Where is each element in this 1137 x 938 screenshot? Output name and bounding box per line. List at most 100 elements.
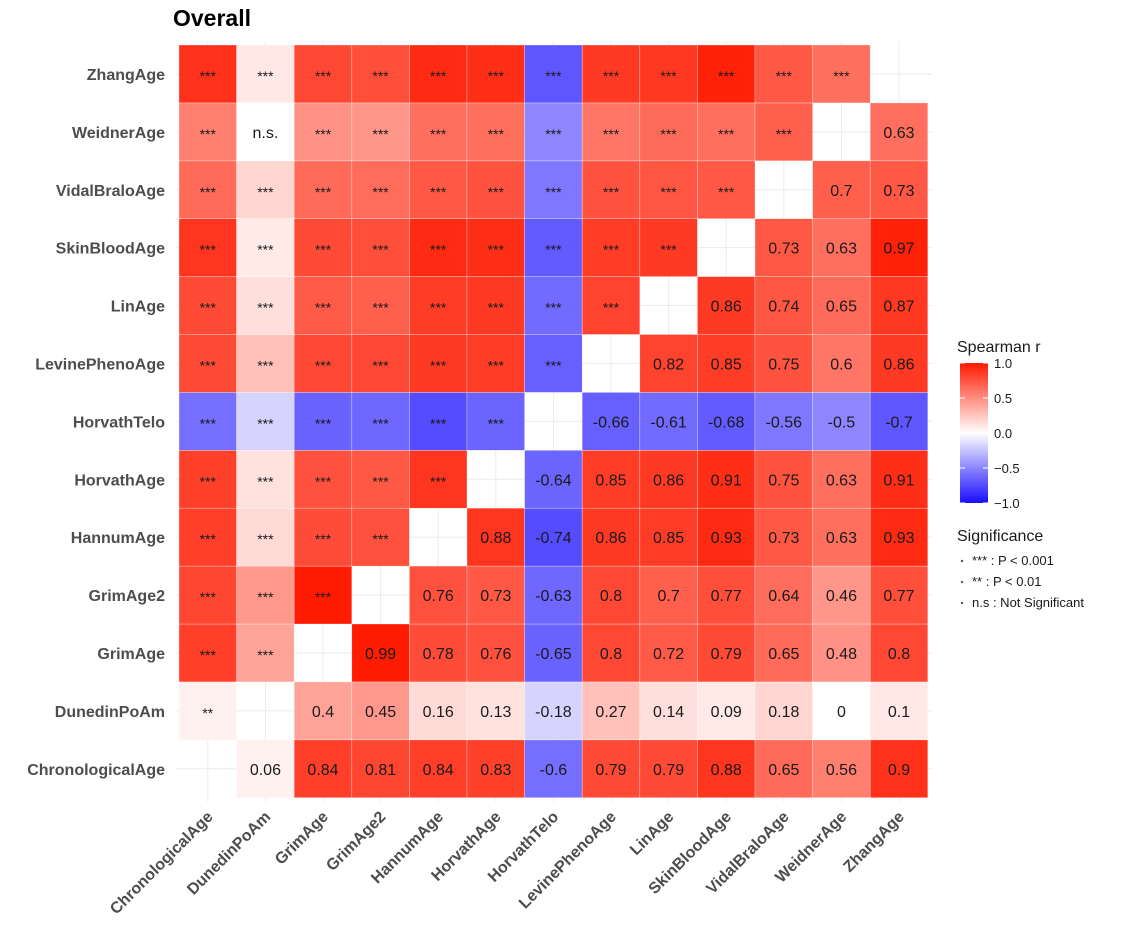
cell-HannumAge-DunedinPoAm bbox=[236, 507, 295, 567]
cell-HannumAge-DunedinPoAm-label: *** bbox=[257, 531, 274, 547]
cell-VidalBraloAge-HannumAge-label: *** bbox=[430, 184, 447, 200]
cell-HorvathTelo-HannumAge-label: *** bbox=[430, 415, 447, 431]
cell-LevinePhenoAge-DunedinPoAm bbox=[236, 334, 295, 393]
cell-HorvathAge-VidalBraloAge bbox=[754, 449, 813, 509]
cell-VidalBraloAge-ZhangAge bbox=[869, 160, 929, 220]
cell-WeidnerAge-DunedinPoAm-label: n.s. bbox=[253, 125, 279, 142]
cell-DunedinPoAm-VidalBraloAge bbox=[754, 681, 813, 741]
cell-SkinBloodAge-LinAge bbox=[639, 218, 698, 277]
cell-ZhangAge-LinAge-label: *** bbox=[660, 68, 677, 84]
cell-GrimAge-SkinBloodAge bbox=[697, 623, 756, 683]
cell-HannumAge-HorvathTelo-label: -0.74 bbox=[535, 530, 572, 547]
cell-ChronologicalAge-HorvathTelo bbox=[524, 739, 583, 798]
cell-ChronologicalAge-LevinePhenoAge-label: 0.79 bbox=[595, 762, 626, 779]
heatmap-cells: 0.06 0.84 0.81 0.84 0.83 -0.6 0.79 0.79 0.88 0.65… bbox=[178, 44, 929, 798]
cell-HannumAge-LevinePhenoAge-label: 0.86 bbox=[595, 530, 626, 547]
cell-ChronologicalAge-SkinBloodAge bbox=[697, 739, 756, 798]
cell-GrimAge-HorvathTelo-label: -0.65 bbox=[535, 646, 572, 663]
cell-HannumAge-WeidnerAge-label: 0.63 bbox=[826, 530, 857, 547]
cell-LinAge-GrimAge2-label: *** bbox=[372, 300, 389, 316]
cell-LinAge-ChronologicalAge bbox=[178, 276, 237, 335]
cell-ZhangAge-SkinBloodAge bbox=[697, 44, 756, 104]
significance-legend-entries: *** : P < 0.001 ** : P < 0.01 n.s : Not Si… bbox=[960, 553, 1084, 610]
cell-LevinePhenoAge-ZhangAge bbox=[869, 334, 929, 393]
cell-GrimAge-LevinePhenoAge bbox=[581, 623, 641, 683]
cell-LevinePhenoAge-LinAge-label: 0.82 bbox=[653, 356, 684, 373]
cell-SkinBloodAge-VidalBraloAge-label: 0.73 bbox=[768, 241, 799, 258]
cell-DunedinPoAm-GrimAge2-label: 0.45 bbox=[365, 704, 396, 721]
cell-HorvathTelo-GrimAge-label: *** bbox=[315, 415, 332, 431]
cell-GrimAge-HannumAge bbox=[409, 623, 468, 683]
cell-GrimAge2-LinAge bbox=[639, 565, 698, 625]
cell-VidalBraloAge-GrimAge2 bbox=[351, 160, 410, 220]
cell-GrimAge-DunedinPoAm bbox=[236, 623, 295, 683]
cell-GrimAge2-HorvathAge-label: 0.73 bbox=[480, 588, 511, 605]
cell-LinAge-HannumAge-label: *** bbox=[430, 300, 447, 316]
x-label-LinAge: LinAge bbox=[627, 808, 677, 858]
cell-HorvathTelo-SkinBloodAge-label: -0.68 bbox=[708, 414, 745, 431]
cell-GrimAge-HorvathAge-label: 0.76 bbox=[480, 646, 511, 663]
cell-GrimAge2-DunedinPoAm-label: *** bbox=[257, 589, 274, 605]
cell-LinAge-HorvathTelo bbox=[524, 276, 583, 335]
cell-HannumAge-HorvathTelo bbox=[524, 507, 583, 567]
cell-LevinePhenoAge-LinAge bbox=[639, 334, 698, 393]
cell-SkinBloodAge-ChronologicalAge bbox=[178, 218, 237, 277]
cell-LevinePhenoAge-VidalBraloAge bbox=[754, 334, 813, 393]
chart-title: Overall bbox=[173, 5, 251, 31]
significance-entry-1: ** : P < 0.01 bbox=[972, 574, 1042, 589]
cell-ZhangAge-HannumAge bbox=[409, 44, 468, 104]
cell-HorvathAge-DunedinPoAm-label: *** bbox=[257, 473, 274, 489]
cell-HorvathAge-WeidnerAge bbox=[812, 449, 871, 509]
cell-HannumAge-LevinePhenoAge bbox=[581, 507, 641, 567]
cell-HorvathTelo-GrimAge2 bbox=[351, 392, 410, 451]
cell-LevinePhenoAge-HannumAge-label: *** bbox=[430, 357, 447, 373]
cell-VidalBraloAge-LevinePhenoAge-label: *** bbox=[603, 184, 620, 200]
cell-GrimAge2-GrimAge bbox=[293, 565, 353, 625]
cell-DunedinPoAm-LevinePhenoAge bbox=[581, 681, 641, 741]
cell-LinAge-ChronologicalAge-label: *** bbox=[200, 300, 217, 316]
cell-ZhangAge-GrimAge-label: *** bbox=[315, 68, 332, 84]
cell-SkinBloodAge-GrimAge-label: *** bbox=[315, 242, 332, 258]
cell-ZhangAge-LevinePhenoAge-label: *** bbox=[603, 68, 620, 84]
legend-ticks: 1.0 0.5 0.0 −0.5 −1.0 bbox=[960, 356, 1020, 511]
cell-HannumAge-GrimAge2 bbox=[351, 507, 410, 567]
legend-tick-label-3: −0.5 bbox=[994, 461, 1020, 476]
cell-GrimAge-ZhangAge bbox=[869, 623, 929, 683]
cell-ZhangAge-HorvathTelo bbox=[524, 44, 583, 104]
cell-GrimAge2-WeidnerAge bbox=[812, 565, 871, 625]
cell-ChronologicalAge-SkinBloodAge-label: 0.88 bbox=[711, 762, 742, 779]
cell-HannumAge-SkinBloodAge-label: 0.93 bbox=[711, 530, 742, 547]
cell-WeidnerAge-GrimAge-label: *** bbox=[315, 126, 332, 142]
cell-WeidnerAge-HorvathAge-label: *** bbox=[488, 126, 505, 142]
cell-VidalBraloAge-WeidnerAge-label: 0.7 bbox=[830, 183, 852, 200]
legend-tick-label-1: 0.5 bbox=[994, 391, 1012, 406]
cell-VidalBraloAge-DunedinPoAm-label: *** bbox=[257, 184, 274, 200]
cell-WeidnerAge-HannumAge-label: *** bbox=[430, 126, 447, 142]
cell-ZhangAge-ChronologicalAge bbox=[178, 44, 237, 104]
cell-HannumAge-VidalBraloAge bbox=[754, 507, 813, 567]
cell-ChronologicalAge-HorvathAge-label: 0.83 bbox=[480, 762, 511, 779]
significance-legend-title: Significance bbox=[957, 528, 1043, 545]
cell-HorvathAge-VidalBraloAge-label: 0.75 bbox=[768, 472, 799, 489]
y-label-HannumAge: HannumAge bbox=[71, 530, 165, 547]
cell-HorvathTelo-ZhangAge-label: -0.7 bbox=[885, 414, 913, 431]
cell-ZhangAge-HorvathTelo-label: *** bbox=[545, 68, 562, 84]
cell-SkinBloodAge-HannumAge bbox=[409, 218, 468, 277]
cell-WeidnerAge-VidalBraloAge-label: *** bbox=[776, 126, 793, 142]
cell-LevinePhenoAge-SkinBloodAge-label: 0.85 bbox=[711, 356, 742, 373]
cell-GrimAge-ZhangAge-label: 0.8 bbox=[888, 646, 910, 663]
cell-HorvathTelo-LinAge-label: -0.61 bbox=[650, 414, 687, 431]
cell-SkinBloodAge-HorvathAge-label: *** bbox=[488, 242, 505, 258]
cell-WeidnerAge-ChronologicalAge-label: *** bbox=[200, 126, 217, 142]
cell-GrimAge-HannumAge-label: 0.78 bbox=[423, 646, 454, 663]
cell-WeidnerAge-ZhangAge-label: 0.63 bbox=[883, 125, 914, 142]
cell-LinAge-WeidnerAge-label: 0.65 bbox=[826, 299, 857, 316]
cell-HorvathTelo-VidalBraloAge bbox=[754, 392, 813, 451]
cell-DunedinPoAm-SkinBloodAge-label: 0.09 bbox=[711, 704, 742, 721]
legend: Spearman r 1.0 0.5 0.0 −0.5 −1.0 Significanc… bbox=[957, 339, 1084, 610]
y-label-LevinePhenoAge: LevinePhenoAge bbox=[35, 356, 165, 373]
cell-WeidnerAge-HannumAge bbox=[409, 102, 468, 162]
cell-GrimAge-LinAge-label: 0.72 bbox=[653, 646, 684, 663]
cell-VidalBraloAge-LevinePhenoAge bbox=[581, 160, 641, 220]
cell-SkinBloodAge-LevinePhenoAge-label: *** bbox=[603, 242, 620, 258]
